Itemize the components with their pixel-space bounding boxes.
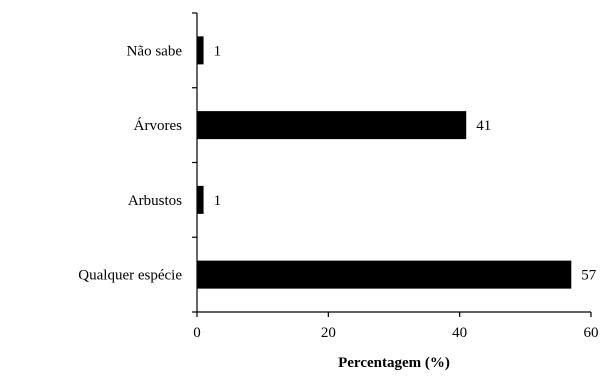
- bar-arvores: [197, 111, 467, 140]
- category-label-nao-sabe: Não sabe: [127, 43, 183, 59]
- category-label-arvores: Árvores: [134, 117, 182, 134]
- bar-nao-sabe: [197, 36, 204, 65]
- value-label-nao-sabe: 1: [214, 43, 222, 59]
- y-axis-ticks-group: [192, 12, 197, 313]
- x-tick-label-20: 20: [321, 325, 336, 341]
- value-labels-group: 1 41 1 57: [214, 43, 597, 283]
- x-axis-ticks-group: 0 20 40 60: [193, 312, 599, 341]
- x-axis-title: Percentagem (%): [338, 355, 450, 371]
- x-tick-label-40: 40: [452, 325, 467, 341]
- x-tick-label-0: 0: [193, 325, 201, 341]
- value-label-qualquer-especie: 57: [581, 268, 597, 284]
- category-label-arbustos: Arbustos: [128, 193, 182, 209]
- bars-group: [197, 36, 572, 289]
- bar-arbustos: [197, 185, 204, 214]
- category-label-qualquer-especie: Qualquer espécie: [78, 268, 182, 284]
- value-label-arvores: 41: [476, 118, 491, 134]
- value-label-arbustos: 1: [214, 193, 222, 209]
- x-tick-label-60: 60: [584, 325, 599, 341]
- category-labels-group: Não sabe Árvores Arbustos Qualquer espécie: [78, 43, 182, 283]
- bar-qualquer-especie: [197, 260, 572, 289]
